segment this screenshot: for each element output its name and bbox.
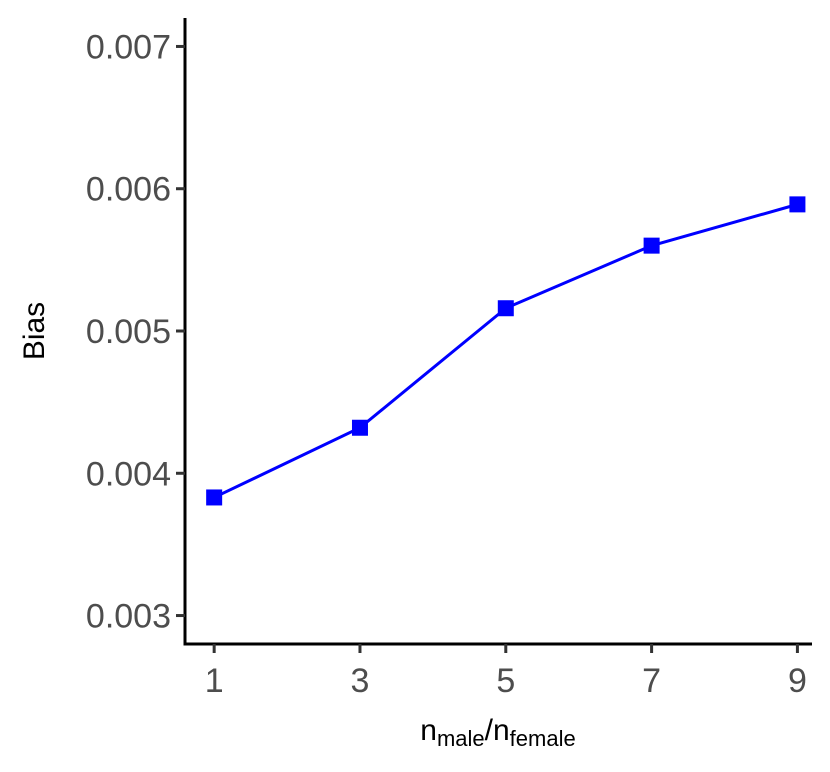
x-axis-title: nmale/nfemale — [420, 714, 575, 751]
x-ticks: 1 3 5 7 9 — [205, 644, 807, 700]
x-axis-title-sub-female: female — [510, 726, 576, 751]
x-tick-label: 3 — [351, 662, 370, 700]
y-tick-label: 0.004 — [86, 455, 171, 493]
series-line — [213, 202, 798, 499]
x-axis-title-sub-male: male — [437, 726, 485, 751]
data-point-marker — [206, 489, 223, 506]
x-axis-title-n1: n — [420, 714, 437, 747]
y-tick-label: 0.005 — [86, 313, 171, 351]
data-point-marker — [497, 300, 514, 317]
data-point-marker — [789, 196, 806, 213]
data-point-marker — [643, 237, 660, 254]
y-tick-label: 0.006 — [86, 171, 171, 209]
x-axis-title-sep: / — [485, 714, 494, 747]
x-tick-label: 7 — [642, 662, 661, 700]
x-tick-label: 9 — [788, 662, 807, 700]
y-axis-title: Bias — [18, 302, 51, 360]
axes — [183, 18, 812, 646]
x-axis-title-n2: n — [493, 714, 510, 747]
plot-series — [206, 196, 806, 506]
y-ticks: 0.003 0.004 0.005 0.006 0.007 — [86, 28, 185, 636]
x-tick-label: 5 — [496, 662, 515, 700]
y-tick-label: 0.007 — [86, 28, 171, 66]
x-tick-label: 1 — [205, 662, 224, 700]
data-point-marker — [351, 419, 368, 436]
y-tick-label: 0.003 — [86, 598, 171, 636]
